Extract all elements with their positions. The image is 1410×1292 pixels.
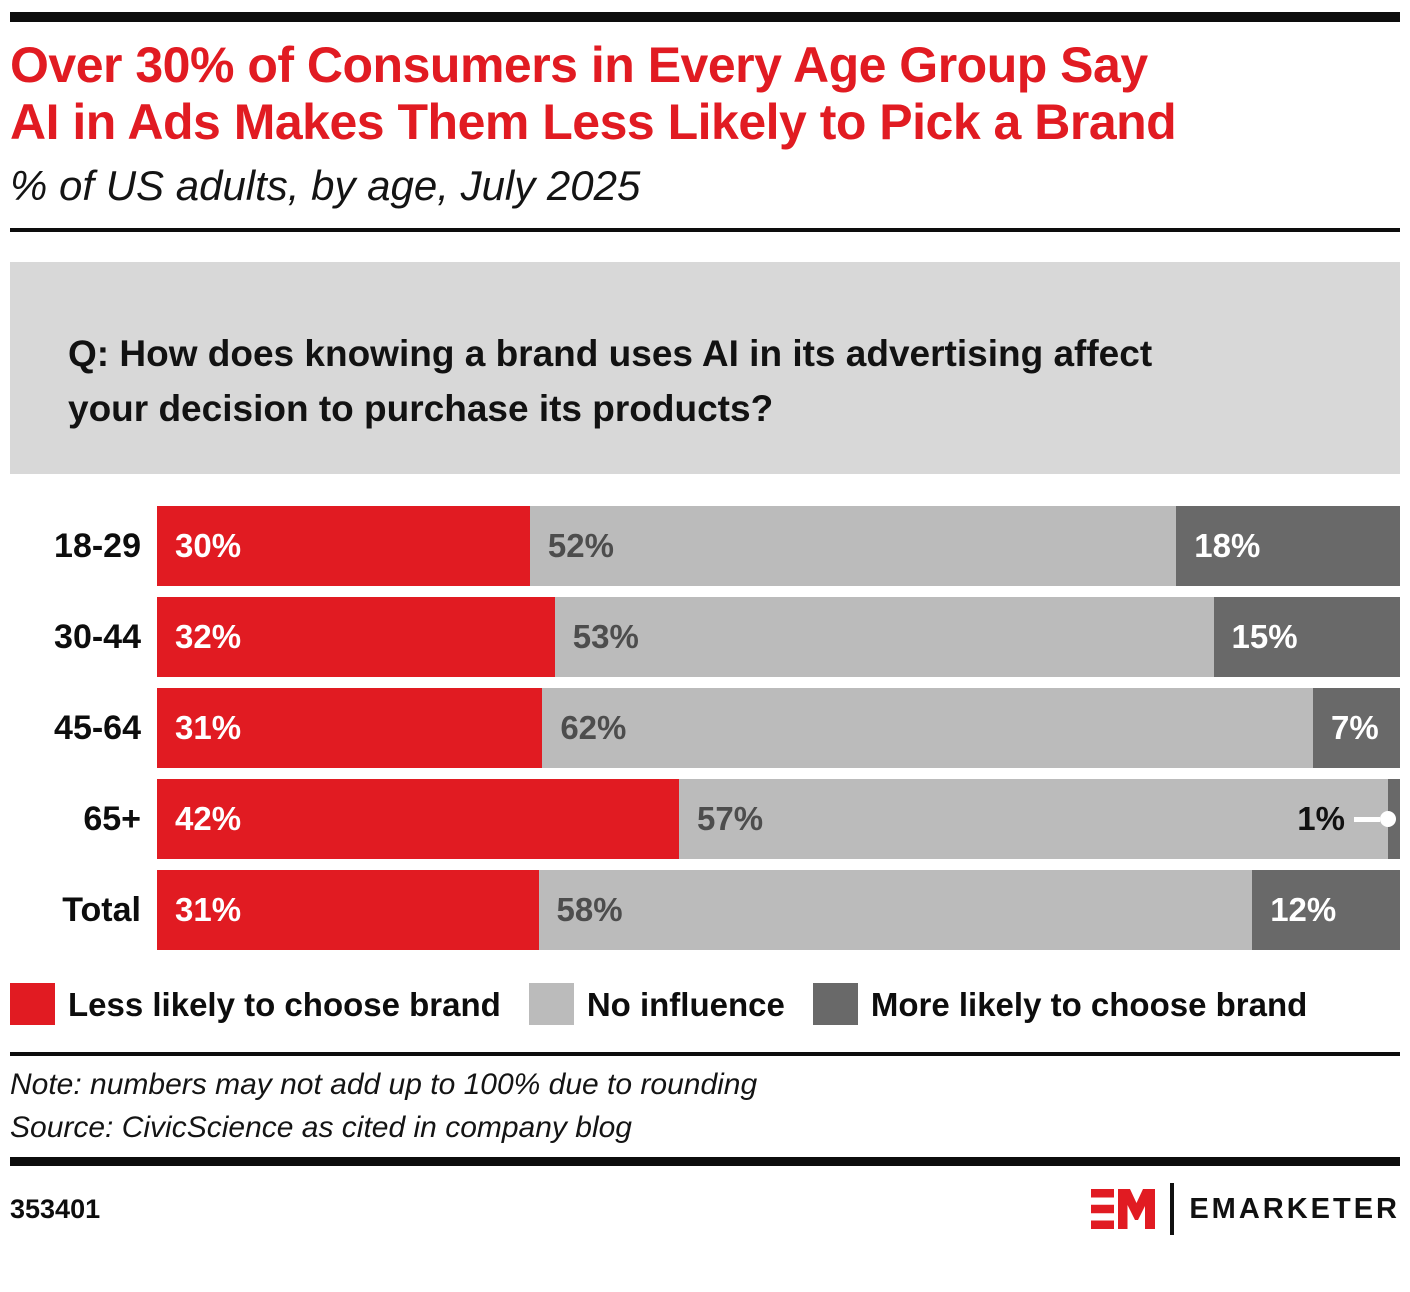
bar-row-total: Total 31% 58% 12% [10, 870, 1400, 950]
segment-more-likely: 18% [1176, 506, 1400, 586]
category-label: 45-64 [54, 708, 141, 747]
segment-less-likely: 31% [157, 870, 539, 950]
one-percent-callout: 1% [1297, 800, 1396, 838]
segment-value-label: 30% [175, 527, 242, 564]
segment-less-likely: 30% [157, 506, 530, 586]
segment-no-influence: 52% [529, 506, 1177, 586]
footnotes: Note: numbers may not add up to 100% due… [10, 1063, 1400, 1149]
legend-swatch-dark-gray [812, 983, 858, 1026]
segment-value-label: 12% [1270, 891, 1337, 928]
segment-value-label: 58% [556, 891, 623, 928]
bar-row-45-64: 45-64 31% 62% 7% [10, 688, 1400, 768]
bar-row-30-44: 30-44 32% 53% 15% [10, 597, 1400, 677]
segment-value-label: 7% [1330, 709, 1379, 746]
page-title-line2: AI in Ads Makes Them Less Likely to Pick… [10, 94, 1177, 150]
page-subtitle: % of US adults, by age, July 2025 [10, 162, 641, 209]
page-title-line1: Over 30% of Consumers in Every Age Group… [10, 37, 1148, 93]
question-line1: Q: How does knowing a brand uses AI in i… [68, 333, 1153, 374]
segment-value-label: 15% [1231, 618, 1298, 655]
segment-more-likely: 15% [1213, 597, 1400, 677]
logo-wordmark: EMARKETER [1189, 1192, 1400, 1225]
segment-value-label: 32% [175, 618, 242, 655]
segment-value-label: 52% [547, 527, 614, 564]
segment-no-influence: 57% [679, 779, 1388, 859]
bar-total: 31% 58% 12% [157, 870, 1400, 950]
callout-dot-icon [1380, 811, 1396, 827]
page-title: Over 30% of Consumers in Every Age Group… [10, 37, 1400, 151]
segment-value-label: 57% [697, 800, 764, 837]
legend-item-more-likely: More likely to choose brand [812, 983, 1308, 1026]
segment-value-label: 42% [175, 800, 242, 837]
legend-label: Less likely to choose brand [68, 986, 501, 1023]
header-divider [10, 228, 1400, 232]
bar-18-29: 30% 52% 18% [157, 506, 1400, 586]
note-text: Note: numbers may not add up to 100% due… [10, 1068, 758, 1101]
bar-30-44: 32% 53% 15% [157, 597, 1400, 677]
segment-less-likely: 32% [157, 597, 555, 677]
chart-id: 353401 [10, 1193, 101, 1224]
logo-divider [1170, 1183, 1175, 1235]
segment-value-label: 31% [175, 709, 242, 746]
bar-row-18-29: 18-29 30% 52% 18% [10, 506, 1400, 586]
em-mark-icon [1091, 1189, 1156, 1229]
legend-item-less-likely: Less likely to choose brand [10, 983, 501, 1026]
bar-row-65-plus: 65+ 42% 57% 1% [10, 779, 1400, 859]
legend-swatch-light-gray [528, 983, 574, 1026]
legend-swatch-red [10, 983, 55, 1026]
segment-value-label: 62% [560, 709, 627, 746]
segment-more-likely: 7% [1312, 688, 1400, 768]
stacked-bar-chart: 18-29 30% 52% 18% 30-44 32% 53% 15% 45-6… [10, 506, 1400, 950]
legend-label: No influence [586, 986, 785, 1023]
category-label: 65+ [83, 799, 141, 838]
category-label: 18-29 [54, 526, 141, 565]
chart-page: Over 30% of Consumers in Every Age Group… [0, 12, 1410, 1292]
callout-value-label: 1% [1297, 800, 1345, 837]
segment-no-influence: 62% [542, 688, 1313, 768]
segment-no-influence: 53% [554, 597, 1214, 677]
segment-less-likely: 42% [157, 779, 680, 859]
question-box: Q: How does knowing a brand uses AI in i… [10, 262, 1400, 474]
top-divider-bar [10, 12, 1400, 22]
footer: 353401 EMARKETER [10, 1183, 1400, 1235]
source-text: Source: CivicScience as cited in company… [10, 1111, 632, 1144]
segment-value-label: 53% [572, 618, 639, 655]
segment-no-influence: 58% [538, 870, 1253, 950]
legend-item-no-influence: No influence [528, 983, 785, 1026]
category-label: 30-44 [54, 617, 141, 656]
segment-less-likely: 31% [157, 688, 543, 768]
bar-65-plus: 42% 57% 1% [157, 779, 1400, 859]
bottom-divider [10, 1157, 1400, 1166]
footnote-divider [10, 1052, 1400, 1056]
bar-45-64: 31% 62% 7% [157, 688, 1400, 768]
legend-label: More likely to choose brand [870, 986, 1308, 1023]
segment-more-likely: 12% [1252, 870, 1400, 950]
legend: Less likely to choose brand No influence M… [10, 974, 1400, 1036]
emarketer-logo: EMARKETER [1091, 1183, 1400, 1235]
category-label: Total [62, 890, 141, 929]
callout-connector-line [1354, 816, 1380, 822]
question-text: Q: How does knowing a brand uses AI in i… [68, 326, 1320, 436]
question-line2: your decision to purchase its products? [68, 388, 774, 429]
segment-value-label: 18% [1194, 527, 1261, 564]
segment-value-label: 31% [175, 891, 242, 928]
